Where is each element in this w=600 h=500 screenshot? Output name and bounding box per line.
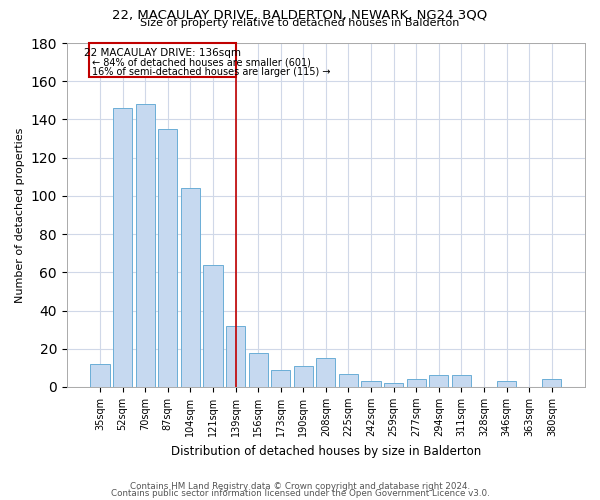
- Bar: [407, 380, 426, 387]
- Text: Size of property relative to detached houses in Balderton: Size of property relative to detached ho…: [140, 18, 460, 28]
- Bar: [384, 383, 403, 387]
- Bar: [452, 376, 471, 387]
- Text: Contains HM Land Registry data © Crown copyright and database right 2024.: Contains HM Land Registry data © Crown c…: [130, 482, 470, 491]
- Bar: [158, 129, 178, 387]
- Text: Contains public sector information licensed under the Open Government Licence v3: Contains public sector information licen…: [110, 489, 490, 498]
- Bar: [361, 381, 380, 387]
- Text: 22, MACAULAY DRIVE, BALDERTON, NEWARK, NG24 3QQ: 22, MACAULAY DRIVE, BALDERTON, NEWARK, N…: [112, 9, 488, 22]
- Bar: [91, 364, 110, 387]
- Text: 22 MACAULAY DRIVE: 136sqm: 22 MACAULAY DRIVE: 136sqm: [83, 48, 241, 58]
- Text: 16% of semi-detached houses are larger (115) →: 16% of semi-detached houses are larger (…: [92, 67, 331, 77]
- X-axis label: Distribution of detached houses by size in Balderton: Distribution of detached houses by size …: [171, 444, 481, 458]
- Bar: [293, 366, 313, 387]
- Bar: [542, 380, 562, 387]
- Bar: [89, 43, 236, 78]
- Text: ← 84% of detached houses are smaller (601): ← 84% of detached houses are smaller (60…: [92, 58, 311, 68]
- Bar: [271, 370, 290, 387]
- Bar: [136, 104, 155, 387]
- Bar: [339, 374, 358, 387]
- Bar: [113, 108, 132, 387]
- Bar: [226, 326, 245, 387]
- Bar: [497, 381, 516, 387]
- Bar: [181, 188, 200, 387]
- Bar: [316, 358, 335, 387]
- Bar: [248, 352, 268, 387]
- Bar: [429, 376, 448, 387]
- Bar: [203, 264, 223, 387]
- Y-axis label: Number of detached properties: Number of detached properties: [15, 128, 25, 302]
